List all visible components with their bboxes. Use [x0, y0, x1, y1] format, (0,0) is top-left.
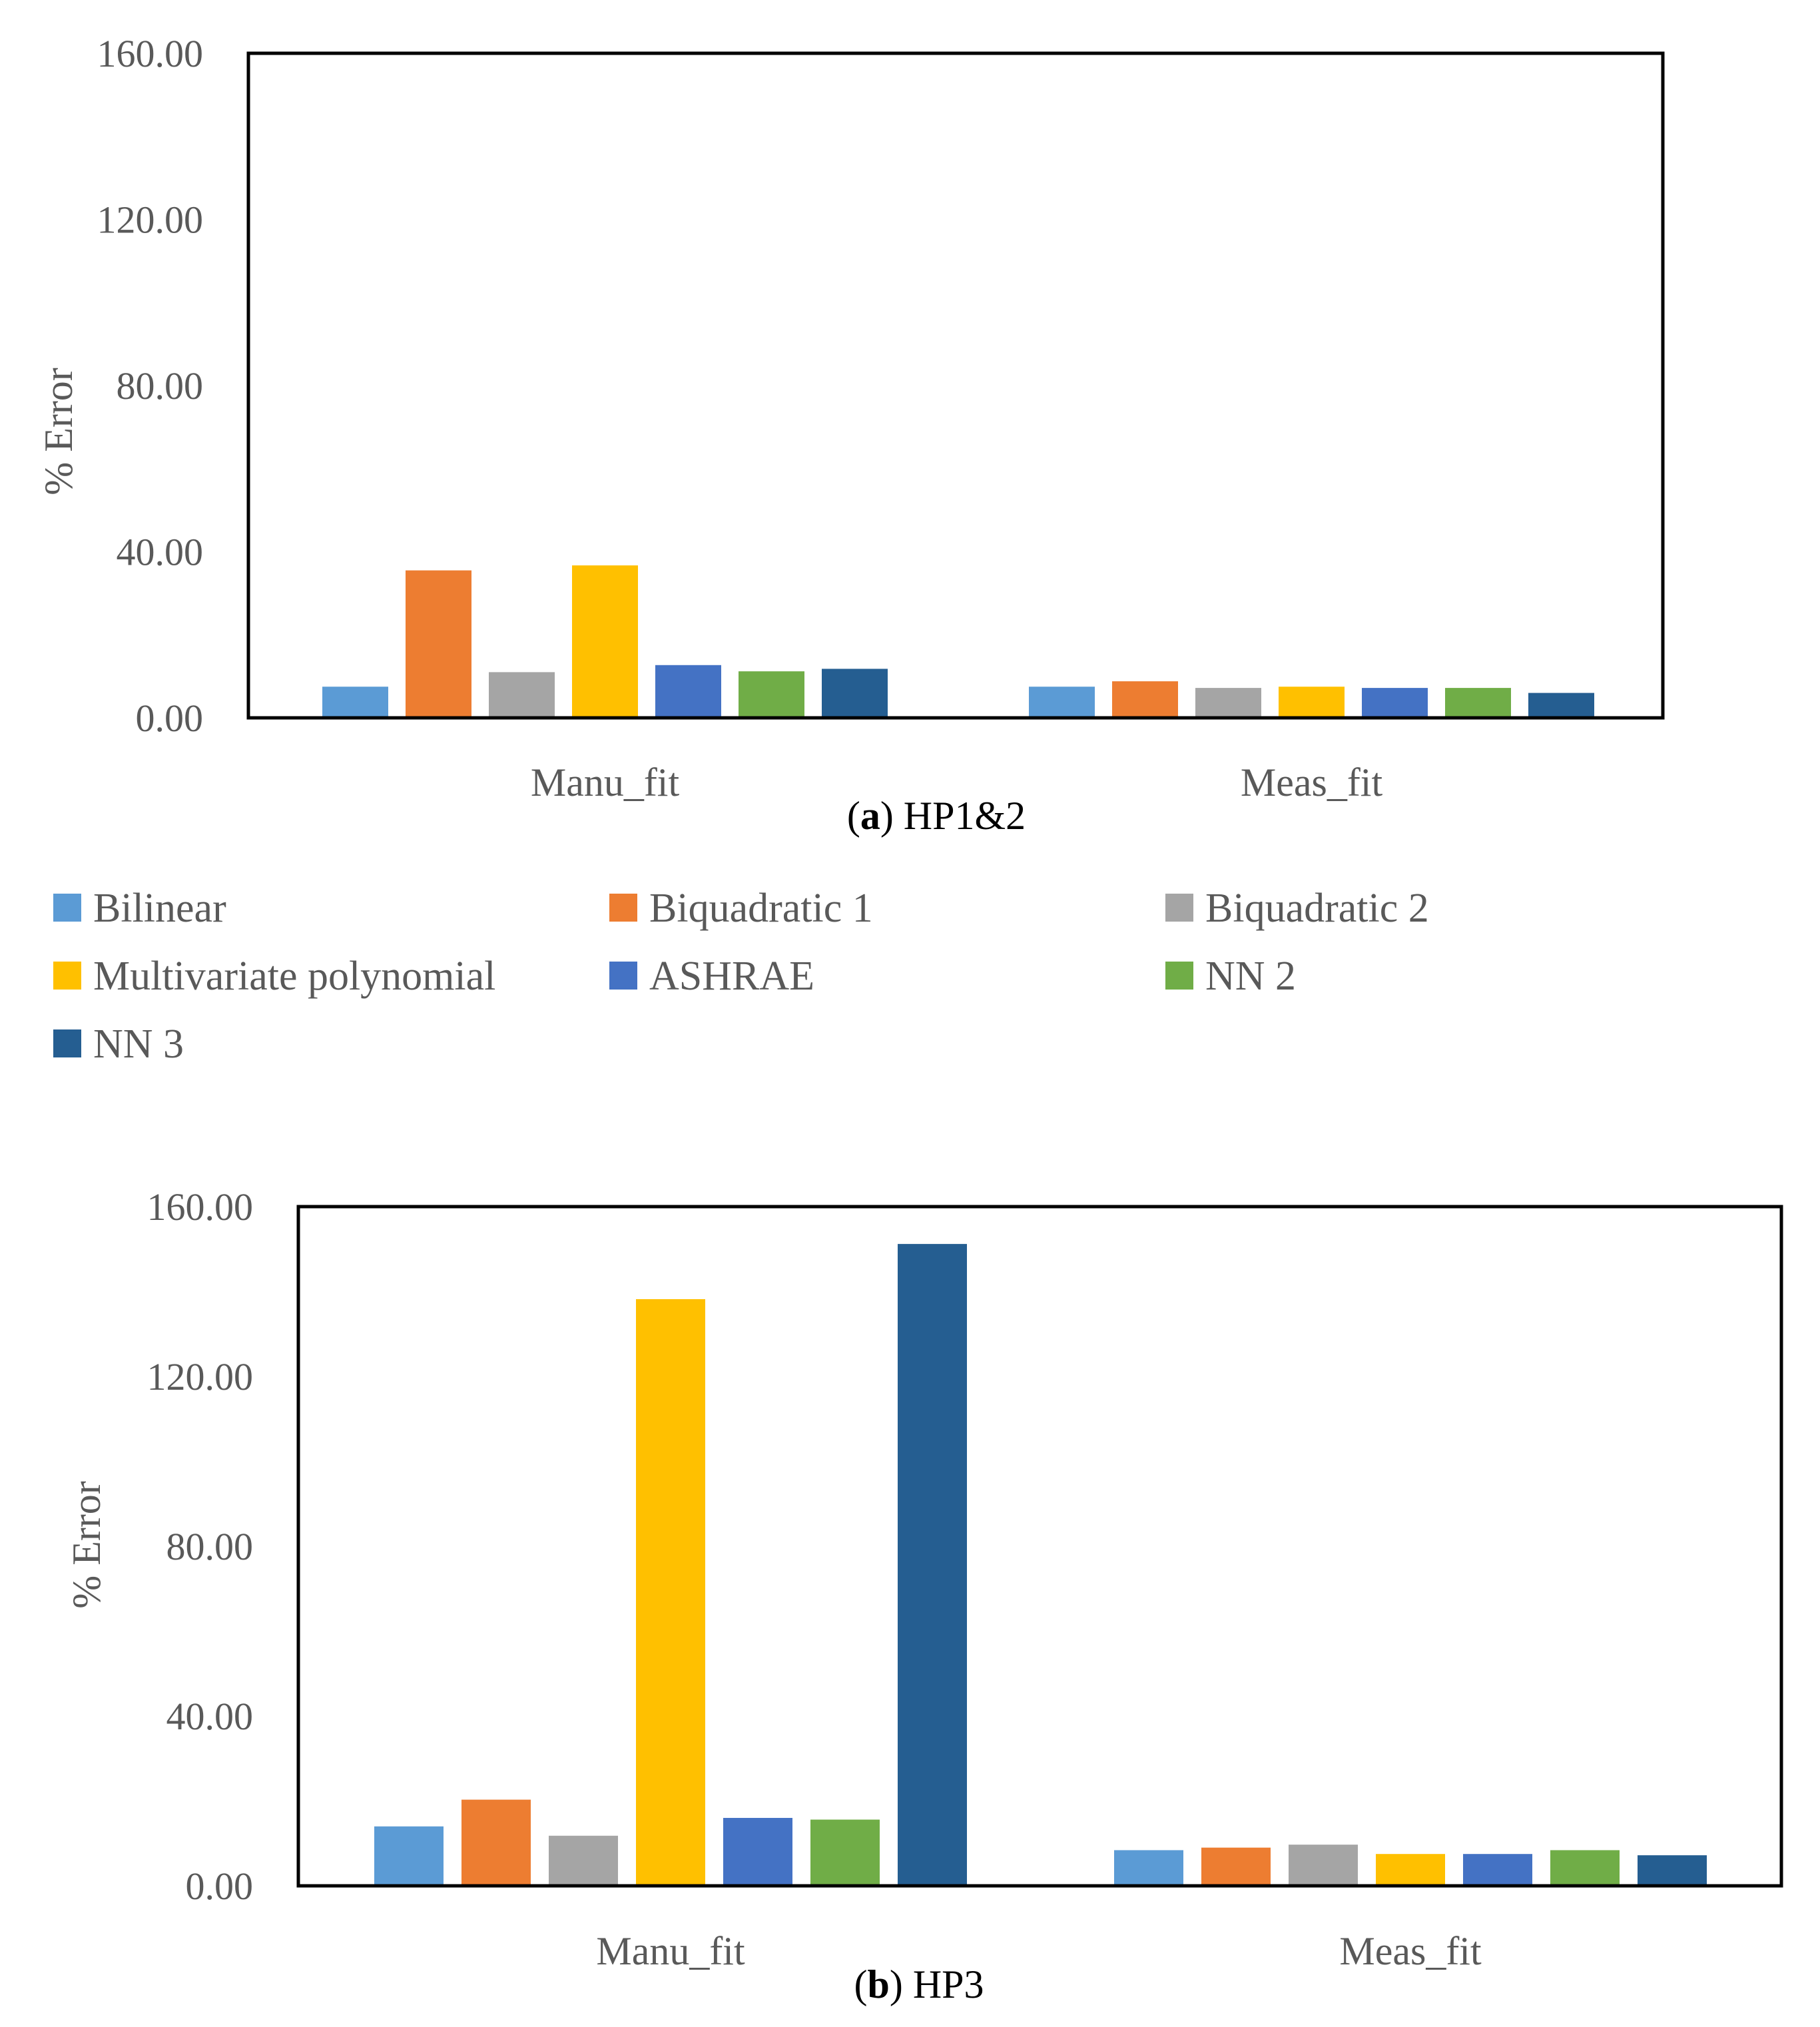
chart-b-y-ticks: 0.00 40.00 80.00 120.00 160.00	[147, 1185, 254, 1908]
y-tick-label: 40.00	[166, 1695, 254, 1738]
bar-meas-fit-biquadratic-1	[1201, 1847, 1271, 1886]
legend-label: Biquadratic 2	[1205, 886, 1429, 931]
bar-meas-fit-ashrae	[1362, 688, 1428, 718]
legend-label: Multivariate polynomial	[93, 954, 495, 999]
legend-item-ashrae: ASHRAE	[609, 954, 814, 999]
chart-a-plot-frame	[246, 51, 1665, 720]
legend-swatch	[1165, 962, 1193, 990]
bar-meas-fit-nn-3	[1638, 1855, 1707, 1886]
bar-meas-fit-bilinear	[1114, 1850, 1183, 1886]
chart-b-hp3: 0.00 40.00 80.00 120.00 160.00 Manu_fit Meas_…	[65, 1185, 1783, 2006]
y-tick-label: 120.00	[147, 1355, 254, 1398]
bar-manu-fit-biquadratic-1	[406, 570, 471, 718]
y-tick-label: 40.00	[117, 531, 204, 574]
chart-a-y-ticks: 0.00 40.00 80.00 120.00 160.00	[97, 32, 204, 740]
y-tick-label: 80.00	[117, 364, 204, 408]
bar-meas-fit-ashrae	[1463, 1854, 1532, 1886]
bar-manu-fit-nn-3	[822, 669, 888, 718]
legend-swatch	[53, 962, 81, 990]
chart-b-y-axis-label: % Error	[65, 1481, 109, 1609]
legend-item-nn-2: NN 2	[1165, 954, 1296, 999]
legend-swatch	[609, 894, 637, 922]
category-label-manu-fit: Manu_fit	[531, 760, 680, 804]
legend-label: NN 3	[93, 1021, 184, 1067]
bar-manu-fit-biquadratic-2	[549, 1835, 618, 1886]
bar-manu-fit-bilinear	[374, 1826, 444, 1886]
y-tick-label: 0.00	[186, 1865, 254, 1908]
legend-item-biquadratic-2: Biquadratic 2	[1165, 886, 1429, 931]
legend-swatch	[53, 894, 81, 922]
bar-meas-fit-bilinear	[1029, 687, 1095, 718]
chart-b-caption-text: HP3	[903, 1962, 984, 2006]
chart-a-categories: Manu_fit Meas_fit	[531, 760, 1383, 804]
bar-meas-fit-multivariate-polynomial	[1376, 1854, 1445, 1886]
chart-b-caption-letter: b	[867, 1962, 889, 2006]
bar-meas-fit-biquadratic-1	[1112, 681, 1178, 718]
chart-a-caption-text: HP1&2	[894, 794, 1026, 838]
chart-b-plot-frame	[296, 1205, 1783, 1888]
chart-a-y-axis-label: % Error	[37, 368, 81, 495]
legend-label: NN 2	[1205, 954, 1296, 999]
chart-a-caption: (a) HP1&2	[847, 794, 1026, 838]
category-label-meas-fit: Meas_fit	[1339, 1929, 1482, 1973]
bar-manu-fit-ashrae	[655, 665, 721, 718]
legend-label: Bilinear	[93, 886, 226, 931]
chart-b-bars	[374, 1244, 1707, 1886]
chart-b-categories: Manu_fit Meas_fit	[596, 1929, 1482, 1973]
bar-manu-fit-nn-2	[810, 1819, 880, 1886]
bar-manu-fit-ashrae	[723, 1818, 792, 1886]
bar-meas-fit-multivariate-polynomial	[1279, 687, 1345, 718]
legend: Bilinear Biquadratic 1 Biquadratic 2 Multiv…	[53, 886, 1429, 1067]
legend-item-biquadratic-1: Biquadratic 1	[609, 886, 873, 931]
bar-manu-fit-bilinear	[322, 687, 388, 718]
bar-meas-fit-nn-2	[1445, 688, 1511, 718]
bar-manu-fit-nn-3	[898, 1244, 967, 1886]
legend-swatch	[609, 962, 637, 990]
y-tick-label: 0.00	[136, 697, 204, 740]
y-tick-label: 80.00	[166, 1525, 254, 1568]
bar-meas-fit-biquadratic-2	[1195, 688, 1261, 718]
legend-item-multivariate-polynomial: Multivariate polynomial	[53, 954, 495, 999]
bar-manu-fit-multivariate-polynomial	[572, 565, 638, 718]
legend-label: ASHRAE	[649, 954, 814, 999]
category-label-manu-fit: Manu_fit	[596, 1929, 745, 1973]
y-tick-label: 120.00	[97, 198, 204, 242]
category-label-meas-fit: Meas_fit	[1241, 760, 1383, 804]
bar-meas-fit-biquadratic-2	[1289, 1845, 1358, 1886]
y-tick-label: 160.00	[97, 32, 204, 75]
legend-label: Biquadratic 1	[649, 886, 873, 931]
legend-item-nn-3: NN 3	[53, 1021, 184, 1067]
bar-manu-fit-nn-2	[739, 671, 804, 718]
y-tick-label: 160.00	[147, 1185, 254, 1229]
chart-a-bars	[322, 565, 1594, 718]
legend-item-bilinear: Bilinear	[53, 886, 226, 931]
bar-meas-fit-nn-3	[1528, 693, 1594, 718]
bar-manu-fit-biquadratic-1	[461, 1799, 531, 1886]
chart-a-caption-letter: a	[860, 794, 880, 838]
bar-meas-fit-nn-2	[1550, 1850, 1620, 1886]
chart-a-hp1-2: 0.00 40.00 80.00 120.00 160.00 Manu_fit Meas_…	[37, 32, 1665, 838]
chart-b-caption: (b) HP3	[854, 1962, 984, 2006]
legend-swatch	[1165, 894, 1193, 922]
bar-manu-fit-biquadratic-2	[489, 672, 555, 718]
bar-manu-fit-multivariate-polynomial	[636, 1299, 705, 1886]
legend-swatch	[53, 1029, 81, 1057]
